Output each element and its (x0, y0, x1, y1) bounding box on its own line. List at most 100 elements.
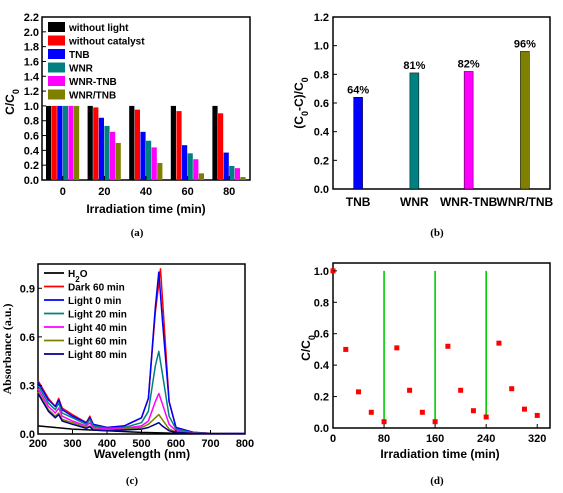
panel-d-y-tick-label: 1.0 (314, 266, 329, 278)
panel-a-legend-label-wnr-tnb: WNR/TNB (69, 91, 116, 102)
panel-d-point-140 (419, 409, 425, 415)
panel-c-x-tick-label: 700 (201, 438, 219, 450)
panel-a-bar-without-light-0 (46, 105, 52, 180)
panel-d-x-tick-label: 320 (528, 433, 546, 445)
panel-d-plot-frame (332, 262, 551, 429)
panel-b-y-tick-label: 0.8 (314, 69, 329, 81)
panel-b-x-tick-label-wnr: WNR (400, 195, 429, 209)
panel-b-y-axis-label-sub2: 0 (300, 77, 310, 82)
panel-c-legend-label-light-0-min: Light 0 min (68, 296, 121, 307)
panel-c-x-axis-label: Wavelength (nm) (94, 447, 190, 461)
panel-c-legend-label-light-40-min: Light 40 min (68, 323, 127, 334)
panel-b-y-tick-label: 1.0 (314, 41, 329, 53)
panel-c-y-axis-label: Absorbance (a.u.) (0, 303, 14, 394)
panel-d-point-320 (534, 412, 540, 418)
panel-a-bar-without-light-60 (170, 105, 176, 180)
panel-a-bar-without-catalyst-80 (218, 113, 224, 180)
panel-a-bar-without-catalyst-40 (134, 109, 140, 180)
panel-a-y-tick-label: 2.2 (24, 12, 39, 24)
panel-d-scatter-chart: 0.0 0.2 0.4 0.6 0.8 1.0 0 80 160 240 320 Irradiat… (299, 262, 551, 487)
panel-a-bar-tnb-40 (140, 131, 146, 180)
panel-a-x-tick-label: 20 (98, 186, 110, 198)
panel-d-point-60 (368, 409, 374, 415)
panel-b-y-axis-label-part2: -C)/C (292, 82, 306, 111)
panel-a-y-tick-label: 1.4 (24, 71, 40, 83)
panel-c-legend-label-light-80-min: Light 80 min (68, 350, 127, 361)
panel-a-bar-wnr-tnb-40 (151, 147, 157, 180)
panel-a-bar-wnr-0 (62, 105, 68, 180)
panel-a-x-tick-label: 80 (223, 186, 235, 198)
panel-b-data-label-wnr-tnb: 82% (458, 58, 480, 70)
panel-a-bar-wnr-tnb-80 (240, 177, 246, 180)
panel-a-y-tick-label: 0.6 (24, 131, 39, 143)
panel-d-x-tick-label: 0 (330, 433, 336, 445)
panel-c-series-line-light-0-min (37, 271, 246, 435)
panel-c-x-tick-label: 300 (63, 438, 81, 450)
panel-a-y-tick-label: 0.8 (24, 116, 39, 128)
panel-d-y-tick-label: 0.6 (314, 329, 329, 341)
panel-c-legend-label-h2o-sub: 2 (75, 275, 80, 284)
panel-a-bar-tnb-0 (57, 105, 63, 180)
panel-b-y-axis-label-sub1: 0 (300, 111, 310, 116)
panel-d-x-tick-label: 240 (477, 433, 495, 445)
panel-b-data-label-tnb: 64% (347, 84, 369, 96)
panel-a-y-tick-label: 1.8 (24, 42, 39, 54)
panel-c-y-tick-label: 0.0 (20, 429, 35, 441)
panel-a-bar-wnr-60 (187, 153, 193, 180)
panel-a-bar-wnr-tnb-0 (74, 105, 80, 180)
panel-b-x-tick-label-wnr-tnb: WNR-TNB (440, 195, 498, 209)
panel-d-x-axis-label: Irradiation time (min) (380, 447, 499, 461)
panel-d-x-tick-label: 80 (378, 433, 390, 445)
panel-a-legend-swatch-wnr (48, 62, 65, 73)
panel-d-point-80 (381, 419, 387, 425)
panel-a-bar-wnr-tnb-80 (234, 168, 240, 180)
panel-a-bar-wnr-tnb-20 (110, 131, 116, 180)
panel-c-legend-label-h2o: H2O (68, 269, 88, 284)
panel-d-point-260 (496, 340, 502, 346)
panel-a-y-tick-label: 0.0 (24, 175, 39, 187)
panel-a-bar-wnr-tnb-20 (115, 142, 121, 180)
panel-a-bar-wnr-80 (229, 165, 235, 180)
panel-b-bar-tnb (353, 97, 363, 190)
panel-a-legend-label-without-light: without light (68, 23, 129, 34)
panel-a-x-tick-label: 40 (140, 186, 152, 198)
panel-a-bar-wnr-tnb-40 (157, 162, 163, 180)
panel-c-x-tick-label: 200 (29, 438, 47, 450)
panel-a-legend-swatch-tnb (48, 49, 65, 59)
panel-c-series-line-light-20-min (37, 350, 246, 435)
panel-d-y-tick-label: 0.0 (314, 423, 329, 435)
panel-a-legend-label-wnr: WNR (69, 64, 94, 75)
panel-d-point-180 (445, 343, 451, 349)
panel-c-legend-label-dark-60-min: Dark 60 min (68, 283, 125, 294)
panel-a-bar-without-light-80 (212, 105, 218, 180)
panel-a-legend-swatch-without-catalyst (48, 35, 65, 46)
panel-c-line-chart: 0.00.30.60.9 200 300 400 500 600 700 800 H2ODa… (0, 263, 254, 487)
panel-a-bar-wnr-tnb-60 (198, 173, 204, 180)
panel-a-legend-label-wnr-tnb: WNR-TNB (69, 77, 117, 88)
panel-d-x-tick-label: 160 (426, 433, 444, 445)
panel-a-bar-tnb-80 (223, 152, 229, 180)
panel-b-data-label-wnr: 81% (403, 60, 425, 72)
panel-a-bar-without-catalyst-0 (51, 105, 57, 180)
panel-c-x-tick-label: 500 (132, 438, 150, 450)
panel-d-y-tick-label: 0.2 (314, 392, 329, 404)
panel-c-y-tick-label: 0.6 (20, 332, 35, 344)
panel-a-legend-swatch-wnr-tnb (48, 76, 65, 86)
panel-a-y-axis-label-main: C/C (3, 94, 17, 115)
panel-b-data-label-wnr-tnb: 96% (514, 38, 536, 50)
panel-d-point-240 (483, 414, 489, 420)
panel-b-y-tick-label: 0.6 (314, 98, 329, 110)
panel-d-y-tick-label: 0.8 (314, 297, 329, 309)
panel-a-bar-chart: 0.0 0.2 0.4 0.6 0.8 1.0 1.2 1.4 1.6 1.8 2.0 2.2 0 20… (3, 12, 251, 239)
panel-b-y-tick-label: 0.0 (314, 184, 329, 196)
panel-d-point-100 (394, 345, 400, 351)
panel-b-y-tick-label: 0.2 (314, 155, 329, 167)
panel-d-point-40 (356, 389, 362, 395)
panel-a-bar-without-catalyst-60 (176, 111, 182, 180)
panel-c-legend-label-h2o-tail: O (80, 269, 88, 280)
panel-a-legend-swatch-without-light (48, 22, 65, 32)
panel-a-y-tick-label: 0.4 (24, 145, 40, 157)
panel-d-point-220 (470, 408, 476, 414)
panel-b-x-tick-label-wnr-tnb: WNR/TNB (497, 195, 554, 209)
panel-a-y-tick-label: 1.0 (24, 101, 39, 113)
